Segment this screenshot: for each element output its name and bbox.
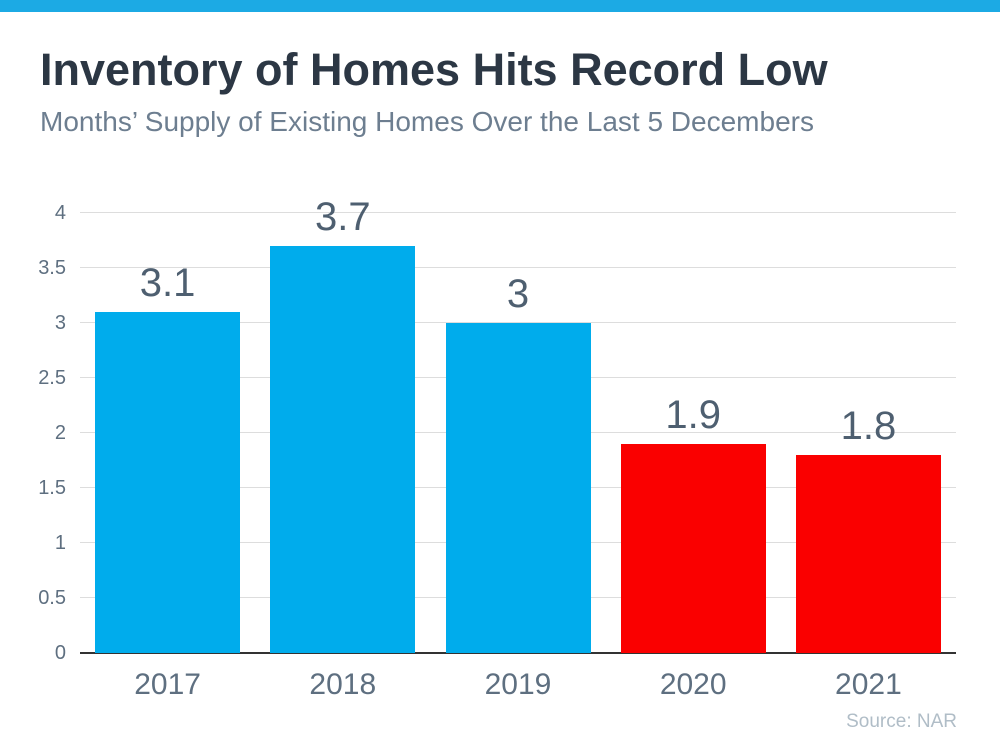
- bar-2020: [620, 444, 766, 653]
- x-tick-label-2018: 2018: [309, 668, 377, 701]
- bar-value-label-2021: 1.8: [840, 404, 897, 448]
- bar-value-label-2019: 3: [506, 272, 530, 316]
- bar-2021: [795, 455, 941, 653]
- x-tick-label-2019: 2019: [484, 668, 552, 701]
- chart-subtitle: Months’ Supply of Existing Homes Over th…: [40, 106, 814, 137]
- y-tick-label: 2.5: [38, 367, 66, 389]
- bar-value-label-2017: 3.1: [139, 261, 196, 305]
- gridline-y-3.5: [80, 267, 956, 268]
- y-tick-label: 3: [54, 312, 66, 334]
- gridline-y-4: [80, 212, 956, 213]
- bar-2017: [95, 312, 241, 653]
- y-tick-label: 2: [54, 422, 66, 444]
- chart-title: Inventory of Homes Hits Record Low: [40, 44, 828, 95]
- y-tick-label: 4: [54, 202, 66, 224]
- y-tick-label: 0: [54, 642, 66, 664]
- x-tick-label-2017: 2017: [134, 668, 201, 701]
- x-tick-label-2021: 2021: [835, 668, 902, 701]
- x-axis-line: [80, 652, 956, 654]
- source-note: Source: NAR: [846, 711, 957, 732]
- bar-value-label-2020: 1.9: [665, 393, 721, 437]
- y-tick-label: 0.5: [38, 587, 66, 609]
- gridline-y-3: [80, 322, 956, 323]
- y-tick-label: 1: [54, 532, 66, 554]
- bar-2019: [445, 323, 591, 653]
- bar-2018: [270, 246, 416, 653]
- bar-chart-plot-area: 0 0.5 1 1.5 2 2.5 3 3.5 4 3.1 2017 3.7 2018 3 2019 1.9 2…: [38, 196, 956, 701]
- y-tick-label: 3.5: [38, 257, 66, 279]
- bar-value-label-2018: 3.7: [314, 195, 371, 239]
- accent-stripe: [0, 0, 1000, 12]
- x-tick-label-2020: 2020: [659, 668, 727, 701]
- y-tick-label: 1.5: [38, 477, 66, 499]
